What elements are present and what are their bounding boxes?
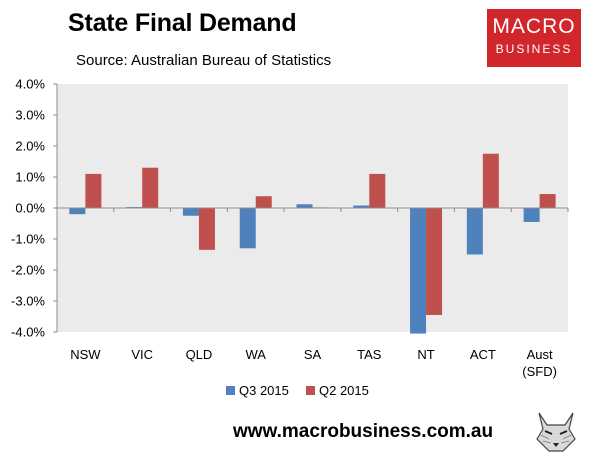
chart-source: Source: Australian Bureau of Statistics [76,52,332,69]
y-tick-label: 4.0% [15,77,45,92]
y-tick-label: -2.0% [11,263,45,278]
x-category-label: Aust (SFD) [522,347,557,379]
legend-swatch [306,386,315,395]
bar-q2 [142,167,159,208]
bar-chart: 4.0% 3.0% 2.0% 1.0% 0.0% -1.0% -2.0% -3.0% -4.0%… [11,77,569,398]
bar-q2 [369,173,386,208]
bar-q3 [353,205,370,208]
website-url: www.macrobusiness.com.au [233,421,494,442]
bars-group [56,153,569,334]
y-tick-label: 2.0% [15,139,45,154]
y-tick-label: -4.0% [11,325,45,340]
x-category-label: TAS [357,347,382,362]
bar-q2 [85,173,102,208]
logo-line-2: BUSINESS [495,42,573,56]
y-tick-label: -1.0% [11,232,45,247]
x-category-label: VIC [131,347,153,362]
y-tick-label: -3.0% [11,294,45,309]
bar-q3 [523,208,540,222]
y-axis: 4.0% 3.0% 2.0% 1.0% 0.0% -1.0% -2.0% -3.0% -4.0% [11,77,58,340]
x-category-label: WA [245,347,266,362]
bar-q3 [69,208,86,215]
brand-logo: MACRO BUSINESS [487,9,581,67]
bar-q2 [539,194,556,208]
x-category-label: QLD [186,347,213,362]
legend: Q3 2015 Q2 2015 [226,383,369,398]
chart-title: State Final Demand [68,9,297,37]
logo-line-1: MACRO [492,15,576,38]
y-tick-label: 1.0% [15,170,45,185]
wolf-mascot-icon [531,405,581,455]
y-tick-label: 0.0% [15,201,45,216]
x-category-label: NSW [70,347,101,362]
bar-q2 [198,208,215,250]
bar-q3 [182,208,199,216]
bar-q3 [410,208,427,334]
legend-label: Q3 2015 [239,383,289,398]
bar-q2 [426,208,443,315]
bar-q3 [296,204,313,208]
legend-label: Q2 2015 [319,383,369,398]
x-category-label: ACT [470,347,496,362]
bar-q3 [466,208,483,255]
legend-swatch [226,386,235,395]
x-category-label: SA [304,347,322,362]
bar-q2 [482,153,499,208]
bar-q3 [239,208,256,249]
x-category-label: NT [417,347,434,362]
x-axis-labels: NSW VIC QLD WA SA TAS NT ACT Aust (SFD) [70,347,557,379]
y-tick-label: 3.0% [15,108,45,123]
bar-q2 [255,196,272,208]
